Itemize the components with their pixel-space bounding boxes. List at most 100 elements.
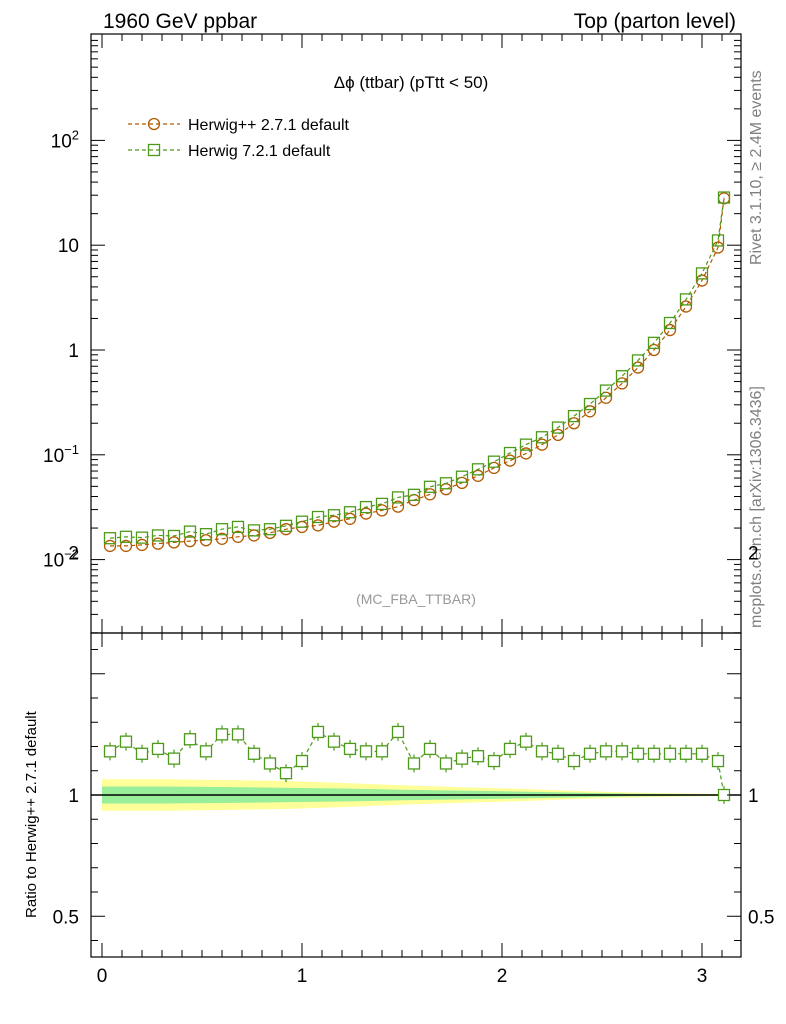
ratio-point-herwig7	[391, 725, 405, 739]
ratio-y-axis-label: Ratio to Herwig++ 2.7.1 default	[23, 710, 40, 918]
y-tick-label-ratio: 2	[68, 544, 79, 565]
data-point-herwig7	[311, 510, 325, 524]
x-tick-label: 2	[497, 966, 508, 987]
main-y-ticks: 10−2 10−1 1 10 102	[43, 39, 741, 634]
ratio-panel: 0.5 0.5 1 1 2 2 0 1 2 3 Ratio to Herwig++ 2.7.1 …	[23, 544, 774, 988]
ratio-point-herwig7	[631, 747, 645, 760]
ratio-point-herwig7	[423, 742, 437, 756]
data-point-herwig7	[391, 491, 405, 504]
ratio-point-herwig7	[663, 747, 677, 760]
ratio-point-herwig7	[151, 742, 165, 756]
y-tick-label-main: 10−1	[43, 442, 79, 467]
data-point-herwigpp	[215, 532, 229, 545]
data-point-herwig7	[343, 506, 357, 519]
header-right: Top (parton level)	[574, 10, 736, 33]
ratio-point-herwig7	[471, 750, 485, 763]
data-point-herwig7	[167, 529, 181, 543]
data-point-herwig7	[375, 497, 389, 511]
data-point-herwig7	[631, 354, 645, 367]
ratio-point-herwig7	[231, 728, 245, 741]
ratio-point-herwig7	[183, 733, 197, 746]
y-tick-label-main: 102	[51, 127, 79, 152]
ratio-point-herwig7	[695, 747, 709, 760]
legend-entry-herwigpp: Herwig++ 2.7.1 default	[128, 117, 350, 134]
data-point-herwigpp	[551, 428, 565, 442]
data-point-herwigpp	[343, 512, 357, 525]
data-point-herwigpp	[423, 488, 437, 501]
data-point-herwig7	[663, 316, 677, 330]
data-point-herwigpp	[359, 507, 373, 520]
data-point-herwigpp	[583, 405, 597, 418]
ratio-point-herwig7	[567, 754, 581, 768]
ratio-point-herwig7	[583, 747, 597, 760]
ratio-point-herwig7	[615, 745, 629, 758]
data-point-herwig7	[231, 520, 245, 534]
analysis-tag: (MC_FBA_TTBAR)	[356, 591, 476, 607]
legend-marker-herwigpp	[147, 117, 161, 131]
data-point-herwig7	[215, 523, 229, 536]
data-point-herwigpp	[471, 469, 485, 482]
data-point-herwigpp	[663, 323, 677, 337]
data-point-herwig7	[407, 488, 421, 501]
y-tick-label-ratio-right: 0.5	[748, 907, 774, 928]
data-point-herwig7	[455, 470, 469, 483]
data-point-herwigpp	[631, 361, 645, 374]
ratio-point-herwig7	[679, 747, 693, 760]
ratio-point-herwig7	[119, 735, 133, 748]
x-tick-label: 0	[97, 966, 108, 987]
data-point-herwig7	[103, 532, 117, 545]
legend-label-herwigpp: Herwig++ 2.7.1 default	[188, 117, 350, 134]
data-point-herwig7	[151, 529, 165, 542]
ratio-marks	[103, 722, 731, 804]
data-point-herwig7	[183, 525, 197, 538]
series-line-herwigpp	[110, 198, 725, 547]
data-point-herwigpp	[535, 438, 549, 451]
ratio-point-herwig7	[247, 747, 261, 760]
ratio-point-herwig7	[311, 725, 325, 739]
x-tick-label: 3	[697, 966, 708, 987]
ratio-y-ticks: 0.5 0.5 1 1 2 2	[53, 544, 774, 941]
data-point-herwigpp	[135, 538, 149, 552]
data-point-herwigpp	[599, 391, 613, 404]
ratio-series-line	[109, 730, 725, 796]
data-point-herwig7	[439, 477, 453, 490]
ratio-point-herwig7	[599, 745, 613, 758]
legend-entry-herwig7: Herwig 7.2.1 default	[128, 143, 331, 160]
data-point-herwig7	[647, 336, 661, 350]
data-point-herwigpp	[167, 536, 181, 549]
ratio-point-herwig7	[359, 745, 373, 758]
ratio-point-herwig7	[103, 745, 117, 758]
ratio-point-herwig7	[375, 745, 389, 758]
legend-label-herwig7: Herwig 7.2.1 default	[188, 143, 331, 160]
y-tick-label-ratio-right: 1	[748, 786, 759, 807]
y-tick-label-main: 1	[68, 341, 79, 362]
data-point-herwig7	[519, 438, 533, 451]
data-point-herwig7	[695, 267, 709, 280]
plot-title: Δϕ (ttbar) (pTtt < 50)	[334, 73, 489, 92]
data-point-herwig7	[423, 480, 437, 493]
data-point-herwig7	[717, 191, 731, 204]
data-point-herwig7	[615, 370, 629, 383]
ratio-point-herwig7	[263, 757, 277, 770]
data-point-herwig7	[535, 431, 549, 444]
ratio-point-herwig7	[455, 752, 469, 765]
header-left: 1960 GeV ppbar	[103, 10, 257, 33]
x-tick-label: 1	[297, 966, 308, 987]
ratio-point-herwig7	[295, 754, 309, 768]
ratio-point-herwig7	[327, 735, 341, 748]
data-point-herwig7	[327, 509, 341, 522]
data-point-herwigpp	[487, 461, 501, 475]
data-point-herwig7	[679, 293, 693, 306]
ratio-point-herwig7	[343, 742, 357, 756]
data-point-herwigpp	[375, 504, 389, 517]
ratio-point-herwig7	[167, 752, 181, 765]
rivet-version-label: Rivet 3.1.10, ≥ 2.4M events	[748, 70, 765, 265]
ratio-x-ticks: 0 1 2 3	[97, 633, 723, 987]
data-point-herwigpp	[695, 274, 709, 287]
data-point-herwig7	[471, 463, 485, 476]
data-point-herwig7	[263, 523, 277, 536]
data-point-herwigpp	[231, 530, 245, 543]
ratio-point-herwig7	[199, 745, 213, 758]
data-point-herwig7	[359, 500, 373, 514]
data-point-herwigpp	[311, 519, 325, 532]
